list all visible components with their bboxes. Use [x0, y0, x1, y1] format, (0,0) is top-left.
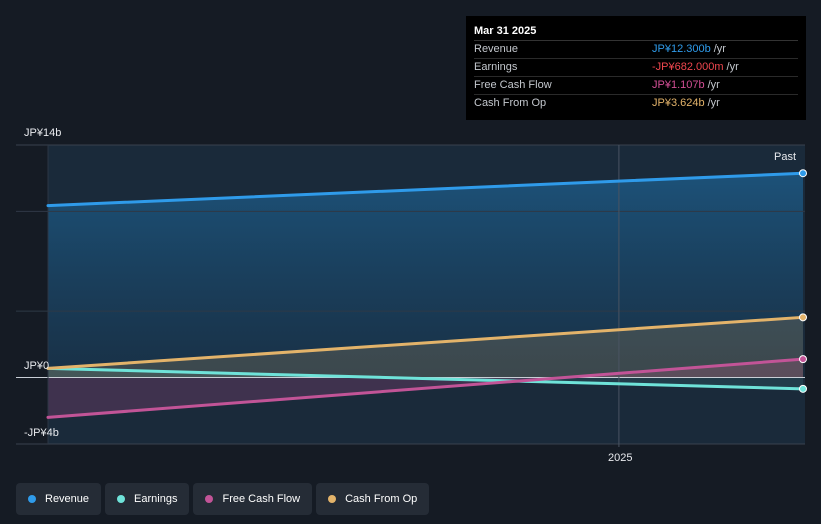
- revenue-area: [48, 173, 803, 378]
- tooltip-unit: /yr: [726, 61, 739, 73]
- tooltip-label: Free Cash Flow: [474, 79, 552, 91]
- earnings-line: [46, 366, 805, 391]
- x-tick-label-2025: 2025: [608, 452, 632, 464]
- free-cash-flow-line: [46, 357, 805, 419]
- tooltip-unit: /yr: [707, 79, 720, 91]
- legend-label: Earnings: [134, 493, 178, 505]
- earnings-endpoint-marker: [799, 384, 807, 393]
- y-tick-label-bottom: -JP¥4b: [24, 427, 59, 439]
- tooltip-value: -JP¥682.000m: [652, 61, 724, 73]
- legend-item-free-cash-flow[interactable]: Free Cash Flow: [193, 483, 313, 515]
- tooltip: Mar 31 2025 Revenue JP¥12.300b /yr Earni…: [466, 16, 806, 120]
- tooltip-date: Mar 31 2025: [474, 22, 798, 41]
- tooltip-label: Earnings: [474, 61, 518, 73]
- legend-item-earnings[interactable]: Earnings: [105, 483, 190, 515]
- tooltip-row-earnings: Earnings -JP¥682.000m /yr: [474, 59, 798, 77]
- tooltip-row-revenue: Revenue JP¥12.300b /yr: [474, 41, 798, 59]
- tooltip-unit: /yr: [707, 97, 720, 109]
- revenue-line: [46, 171, 805, 208]
- legend-dot-icon: [328, 495, 337, 503]
- legend-dot-icon: [28, 495, 36, 503]
- y-tick-label-top: JP¥14b: [24, 127, 61, 139]
- tooltip-value: JP¥12.300b: [652, 43, 711, 55]
- legend-dot-icon: [205, 495, 214, 503]
- tooltip-value: JP¥1.107b: [652, 79, 705, 91]
- tooltip-row-free-cash-flow: Free Cash Flow JP¥1.107b /yr: [474, 77, 798, 95]
- revenue-endpoint-marker: [799, 169, 807, 178]
- legend-item-cash-from-op[interactable]: Cash From Op: [316, 483, 430, 515]
- legend-dot-icon: [117, 495, 126, 503]
- tooltip-unit: /yr: [713, 43, 726, 55]
- legend-label: Free Cash Flow: [222, 493, 301, 505]
- free-cash-flow-endpoint-marker: [799, 355, 807, 364]
- tooltip-value: JP¥3.624b: [652, 97, 705, 109]
- tooltip-label: Cash From Op: [474, 97, 547, 109]
- legend: Revenue Earnings Free Cash Flow Cash Fro…: [16, 483, 430, 515]
- legend-label: Cash From Op: [345, 493, 418, 505]
- past-label: Past: [774, 151, 796, 163]
- cash-from-op-line: [46, 315, 805, 370]
- tooltip-label: Revenue: [474, 43, 519, 55]
- y-tick-label-zero: JP¥0: [24, 360, 49, 372]
- legend-item-revenue[interactable]: Revenue: [16, 483, 102, 515]
- tooltip-row-cash-from-op: Cash From Op JP¥3.624b /yr: [474, 95, 798, 112]
- cash-from-op-endpoint-marker: [799, 313, 807, 322]
- legend-label: Revenue: [45, 493, 90, 505]
- cash-from-op-area: [48, 317, 803, 378]
